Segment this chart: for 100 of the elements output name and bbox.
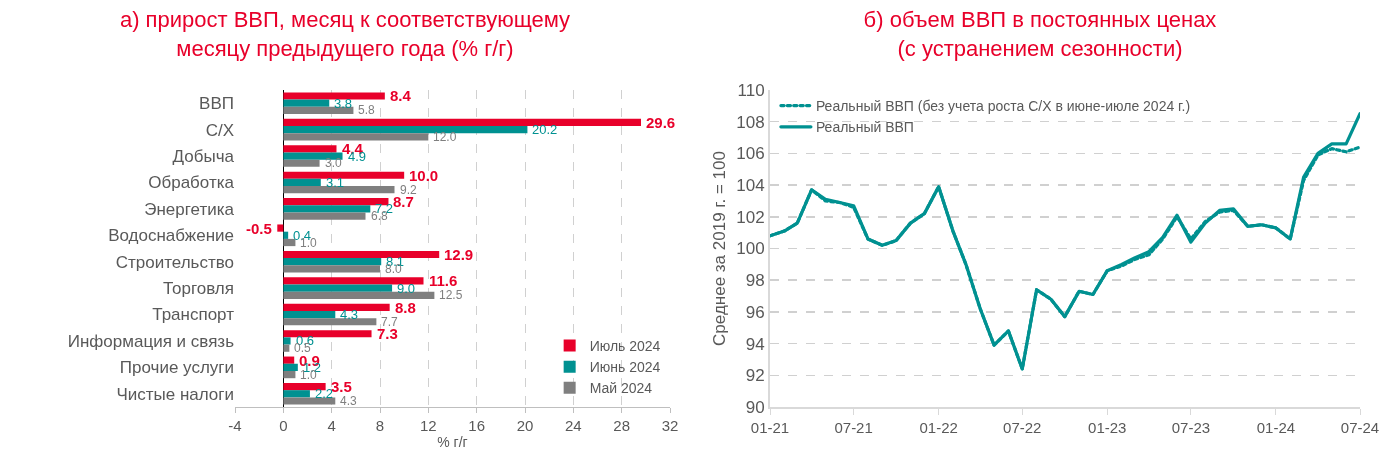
- y-tick-label: 110: [737, 80, 765, 100]
- data-label: 3.0: [325, 156, 343, 170]
- legend-label: Июль 2024: [589, 337, 661, 354]
- bar: [283, 344, 290, 352]
- data-label: 9.0: [397, 281, 416, 296]
- x-tick-label: 07-23: [1171, 419, 1211, 436]
- data-label: 12.0: [433, 130, 457, 144]
- x-tick-label: 01-21: [750, 419, 790, 436]
- y-tick-label: С/Х: [205, 120, 234, 140]
- bar: [283, 390, 310, 398]
- y-tick-label: 96: [745, 302, 765, 322]
- bar: [283, 363, 298, 371]
- data-label: -0.5: [246, 220, 272, 237]
- y-tick-label: 98: [745, 271, 765, 291]
- x-axis-title: % г/г: [437, 434, 468, 451]
- y-tick-label: Прочие услуги: [119, 358, 234, 378]
- data-label: 8.4: [390, 87, 412, 104]
- bar: [283, 277, 424, 285]
- bar: [283, 159, 320, 167]
- y-tick-label: Строительство: [115, 252, 234, 272]
- bar: [283, 330, 372, 338]
- bar: [283, 238, 296, 247]
- x-tick-label: 4: [327, 417, 336, 434]
- bar: [283, 126, 528, 134]
- bar: [283, 171, 405, 179]
- chart-title: б) объем ВВП в постоянных ценах (с устранением сезонности): [863, 7, 1217, 61]
- y-tick-label: Энергетика: [144, 199, 235, 219]
- legend-label: Июнь 2024: [589, 359, 661, 376]
- bar: [283, 212, 366, 220]
- x-tick-label: 8: [375, 417, 385, 434]
- bar: [283, 178, 321, 187]
- x-tick-label: 07-22: [1003, 419, 1042, 436]
- y-tick-label: 102: [736, 207, 765, 227]
- y-tick-label: ВВП: [199, 94, 234, 114]
- x-tick-label: 28: [613, 417, 631, 434]
- bar: [283, 258, 382, 266]
- data-label: 3.5: [331, 378, 352, 395]
- y-tick-label: Торговля: [162, 279, 234, 299]
- bar: [283, 397, 336, 405]
- bar: [283, 356, 295, 364]
- bar: [283, 205, 371, 213]
- y-tick-label: 100: [736, 239, 765, 259]
- y-tick-label: Транспорт: [152, 305, 235, 325]
- x-tick-label: 07-24: [1340, 419, 1380, 436]
- bar: [283, 303, 390, 311]
- y-tick-label: Водоснабжение: [108, 226, 234, 246]
- data-label: 4.3: [340, 394, 358, 408]
- y-tick-label: 108: [736, 112, 765, 132]
- x-tick-label: 07-21: [834, 419, 873, 436]
- legend-label: Май 2024: [589, 380, 653, 397]
- data-label: 8.8: [395, 299, 416, 316]
- y-tick-label: 104: [736, 176, 765, 196]
- x-tick-label: 0: [279, 417, 288, 434]
- y-tick-label: Обработка: [148, 173, 235, 193]
- chart-title: а) прирост ВВП, месяц к соответствующему месяцу предыдущего года (% г/г): [119, 7, 571, 61]
- data-label: 12.9: [444, 246, 474, 263]
- data-label: 10.0: [409, 167, 439, 184]
- bar: [283, 265, 380, 273]
- bar: [283, 92, 385, 100]
- bar: [283, 382, 326, 391]
- x-tick-label: 32: [661, 417, 679, 434]
- y-tick-label: Добыча: [172, 146, 235, 166]
- data-label: 4.3: [340, 307, 359, 322]
- bar: [283, 250, 440, 259]
- data-label: 11.6: [429, 272, 458, 289]
- y-tick-label: 92: [745, 366, 765, 386]
- legend-label: Реальный ВВП: [815, 119, 914, 136]
- y-tick-label: 94: [745, 334, 765, 354]
- data-label: 12.5: [439, 288, 463, 302]
- bar: [283, 152, 343, 160]
- bar: [283, 99, 330, 107]
- bar: [283, 118, 641, 127]
- x-tick-label: 01-24: [1256, 419, 1296, 436]
- data-label: 5.8: [358, 103, 376, 117]
- bar: [283, 337, 291, 345]
- bar: [283, 284, 393, 292]
- data-label: 20.2: [532, 122, 558, 137]
- bar: [277, 224, 284, 232]
- x-tick-label: 01-22: [919, 419, 958, 436]
- x-tick-label: 16: [468, 417, 486, 434]
- bar: [283, 106, 354, 115]
- bar: [283, 231, 289, 239]
- y-tick-label: Информация и связь: [67, 331, 235, 351]
- x-tick-label: -4: [228, 417, 242, 434]
- bar: [283, 310, 336, 319]
- x-tick-label: 20: [516, 417, 534, 434]
- data-label: 3.1: [326, 175, 345, 190]
- legend-label: Реальный ВВП (без учета роста С/Х в июне-июле 2024 г.): [815, 98, 1191, 115]
- bar: [283, 370, 296, 379]
- bar: [283, 291, 435, 299]
- bar: [283, 145, 337, 153]
- data-label: 29.6: [646, 114, 676, 131]
- data-label: 2.2: [315, 386, 334, 401]
- y-axis-title: Среднее за 2019 г. = 100: [710, 151, 729, 346]
- x-tick-label: 01-23: [1088, 419, 1127, 436]
- data-label: 3.8: [334, 96, 353, 111]
- bar: [283, 186, 395, 194]
- y-tick-label: 90: [745, 397, 765, 417]
- y-tick-label: Чистые налоги: [116, 384, 234, 404]
- y-tick-label: 106: [736, 144, 765, 164]
